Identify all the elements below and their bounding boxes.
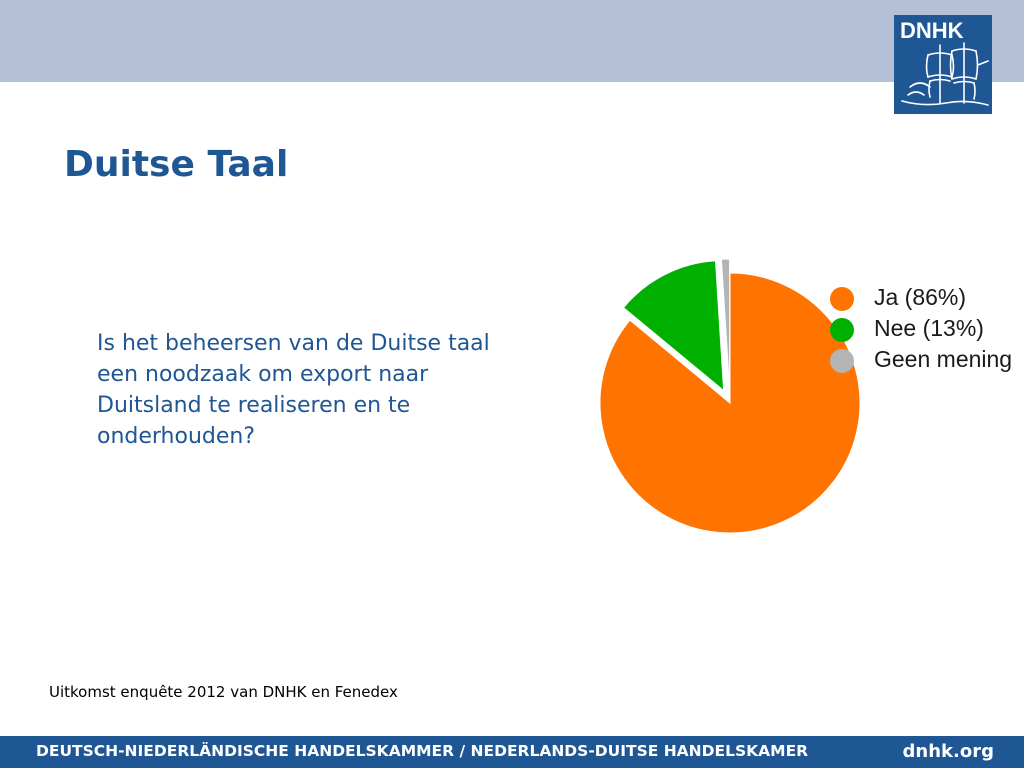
- legend-item: Geen mening: [830, 345, 1024, 376]
- footer-bar: DEUTSCH-NIEDERLÄNDISCHE HANDELSKAMMER / …: [0, 736, 1024, 768]
- pie-slice-3: [720, 258, 731, 390]
- ship-icon: [901, 42, 989, 106]
- source-note: Uitkomst enquête 2012 van DNHK en Fenede…: [49, 683, 398, 701]
- footer-website: dnhk.org: [902, 741, 994, 762]
- legend-label: Ja (86%): [874, 284, 967, 310]
- legend-swatch: [830, 287, 854, 311]
- pie-slice-2: [622, 260, 725, 392]
- legend-label: Geen mening: [874, 346, 1013, 372]
- legend-item: Ja (86%): [830, 283, 1024, 314]
- footer-organization: DEUTSCH-NIEDERLÄNDISCHE HANDELSKAMMER / …: [36, 742, 809, 760]
- legend-item: Nee (13%): [830, 314, 1024, 345]
- pie-slice-1: [599, 272, 861, 534]
- dnhk-logo: DNHK: [894, 15, 992, 114]
- legend-swatch: [830, 318, 854, 342]
- slide-title: Duitse Taal: [64, 144, 289, 185]
- legend-swatch: [830, 349, 854, 373]
- chart-legend: Ja (86%) Nee (13%) Geen mening: [830, 283, 1024, 376]
- logo-text: DNHK: [900, 18, 964, 43]
- survey-question: Is het beheersen van de Duitse taal een …: [97, 331, 490, 449]
- legend-label: Nee (13%): [874, 315, 984, 341]
- pie-chart: [599, 258, 861, 534]
- header-band: [0, 0, 1024, 82]
